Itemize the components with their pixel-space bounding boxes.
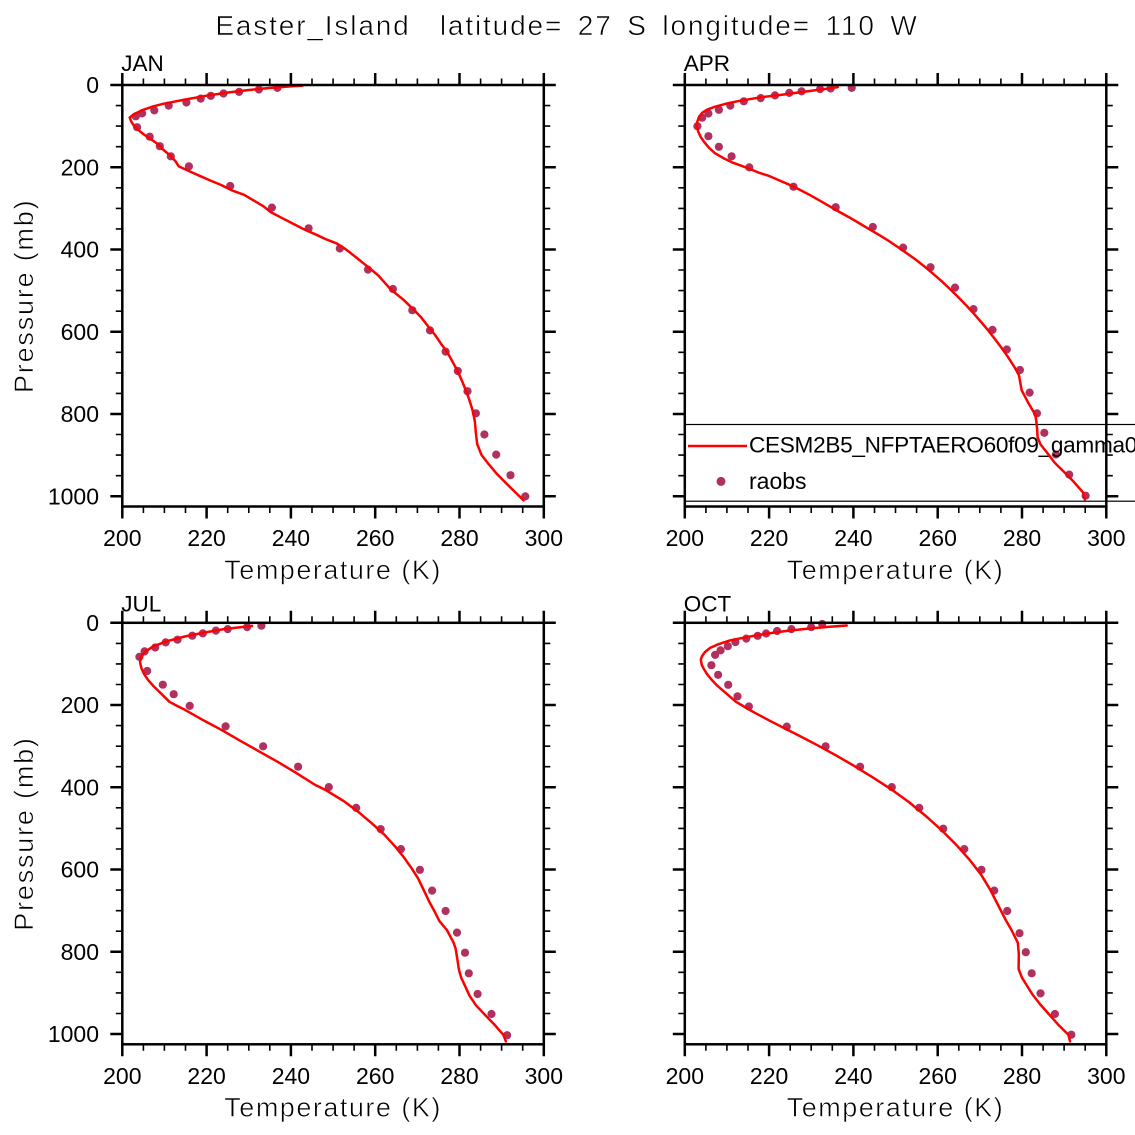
svg-text:260: 260 xyxy=(356,525,394,551)
svg-text:APR: APR xyxy=(684,51,730,76)
svg-text:600: 600 xyxy=(61,857,99,883)
svg-text:1000: 1000 xyxy=(48,483,99,509)
svg-text:400: 400 xyxy=(61,775,99,801)
svg-text:Temperature (K): Temperature (K) xyxy=(787,555,1005,585)
svg-text:OCT: OCT xyxy=(684,591,732,616)
svg-text:800: 800 xyxy=(61,939,99,965)
svg-text:Temperature (K): Temperature (K) xyxy=(224,1093,442,1123)
svg-text:Easter_Island latitude= 27 S: Easter_Island latitude= 27 S longitude= … xyxy=(215,10,918,41)
svg-text:280: 280 xyxy=(1003,1063,1041,1089)
svg-text:200: 200 xyxy=(61,692,99,718)
svg-text:260: 260 xyxy=(919,525,957,551)
svg-text:220: 220 xyxy=(750,1063,788,1089)
svg-text:Pressure (mb): Pressure (mb) xyxy=(9,736,39,930)
svg-text:Temperature (K): Temperature (K) xyxy=(787,1093,1005,1123)
svg-text:200: 200 xyxy=(103,1063,141,1089)
svg-text:280: 280 xyxy=(440,525,478,551)
svg-text:200: 200 xyxy=(61,154,99,180)
svg-text:Temperature (K): Temperature (K) xyxy=(224,555,442,585)
svg-text:280: 280 xyxy=(440,1063,478,1089)
svg-text:300: 300 xyxy=(525,1063,563,1089)
svg-text:raobs: raobs xyxy=(749,468,807,494)
svg-text:200: 200 xyxy=(666,525,704,551)
svg-text:0: 0 xyxy=(86,610,99,636)
svg-text:240: 240 xyxy=(272,1063,310,1089)
svg-text:JUL: JUL xyxy=(121,591,161,616)
svg-text:300: 300 xyxy=(1087,1063,1125,1089)
svg-text:220: 220 xyxy=(187,525,225,551)
svg-text:240: 240 xyxy=(272,525,310,551)
svg-text:240: 240 xyxy=(834,525,872,551)
svg-text:CESM2B5_NFPTAERO60f09_gamma0p: CESM2B5_NFPTAERO60f09_gamma0p xyxy=(749,432,1135,457)
svg-text:200: 200 xyxy=(666,1063,704,1089)
svg-text:0: 0 xyxy=(86,72,99,98)
svg-text:1000: 1000 xyxy=(48,1021,99,1047)
svg-text:220: 220 xyxy=(187,1063,225,1089)
svg-text:JAN: JAN xyxy=(121,51,164,76)
svg-text:220: 220 xyxy=(750,525,788,551)
svg-text:800: 800 xyxy=(61,401,99,427)
svg-text:240: 240 xyxy=(834,1063,872,1089)
svg-text:300: 300 xyxy=(1087,525,1125,551)
svg-text:Pressure (mb): Pressure (mb) xyxy=(9,199,39,393)
svg-text:300: 300 xyxy=(525,525,563,551)
svg-text:260: 260 xyxy=(356,1063,394,1089)
svg-text:200: 200 xyxy=(103,525,141,551)
svg-text:260: 260 xyxy=(919,1063,957,1089)
svg-text:280: 280 xyxy=(1003,525,1041,551)
svg-text:600: 600 xyxy=(61,319,99,345)
svg-text:400: 400 xyxy=(61,237,99,263)
